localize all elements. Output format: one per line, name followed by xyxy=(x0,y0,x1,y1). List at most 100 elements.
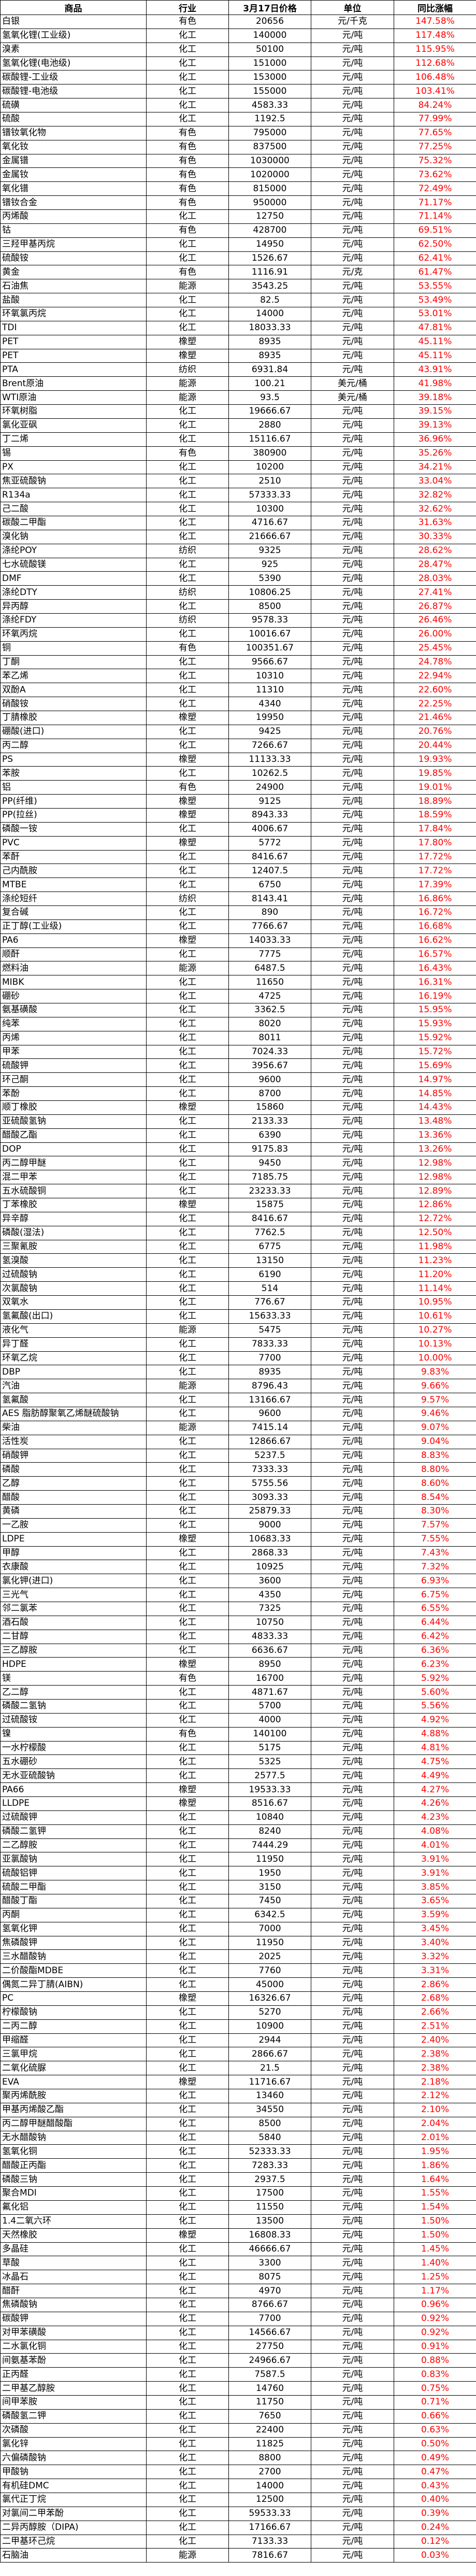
cell-price: 9425 xyxy=(228,724,311,739)
cell-yoy-change: 10.13% xyxy=(394,1337,476,1352)
cell-industry: 化工 xyxy=(146,2367,229,2382)
table-row: 六偏磷酸钠 化工 8800 元/吨 0.49% xyxy=(0,2451,476,2466)
cell-commodity: 五水硼砂 xyxy=(0,1754,147,1770)
cell-commodity: 碳酸二甲酯 xyxy=(0,515,147,530)
cell-price: 11750 xyxy=(228,2395,311,2410)
cell-commodity: 丁苯橡胶 xyxy=(0,1198,147,1212)
cell-industry: 有色 xyxy=(146,780,229,795)
cell-unit: 元/吨 xyxy=(311,947,394,962)
cell-price: 950000 xyxy=(228,195,311,210)
cell-yoy-change: 115.95% xyxy=(394,42,476,57)
cell-commodity: 醋酸丁酯 xyxy=(0,1894,147,1908)
cell-price: 2510 xyxy=(228,474,311,489)
cell-yoy-change: 31.63% xyxy=(394,515,476,530)
cell-industry: 化工 xyxy=(146,1253,229,1268)
cell-industry: 化工 xyxy=(146,2506,229,2521)
cell-yoy-change: 7.32% xyxy=(394,1560,476,1575)
cell-commodity: 三水醋酸钠 xyxy=(0,1949,147,1964)
cell-yoy-change: 53.01% xyxy=(394,307,476,321)
cell-industry: 能源 xyxy=(146,1323,229,1338)
cell-unit: 元/吨 xyxy=(311,836,394,851)
cell-unit: 元/吨 xyxy=(311,1699,394,1714)
cell-commodity: 间氨基苯酚 xyxy=(0,2353,147,2368)
table-row: 衣康酸 化工 10925 元/吨 7.32% xyxy=(0,1560,476,1575)
cell-commodity: 过硫酸铵 xyxy=(0,1712,147,1728)
cell-unit: 元/吨 xyxy=(311,543,394,558)
cell-industry: 橡塑 xyxy=(146,1100,229,1115)
cell-industry: 化工 xyxy=(146,1434,229,1449)
cell-yoy-change: 6.55% xyxy=(394,1601,476,1616)
cell-commodity: 焦磷酸钠 xyxy=(0,2297,147,2312)
cell-price: 5270 xyxy=(228,2005,311,2020)
cell-yoy-change: 1.54% xyxy=(394,2200,476,2215)
cell-industry: 化工 xyxy=(146,571,229,586)
cell-yoy-change: 11.98% xyxy=(394,1239,476,1254)
table-row: 对甲苯磺酸 化工 14566.67 元/吨 0.92% xyxy=(0,2325,476,2340)
cell-price: 7333.33 xyxy=(228,1462,311,1477)
table-row: LLDPE 橡塑 8516.67 元/吨 4.26% xyxy=(0,1796,476,1811)
cell-yoy-change: 12.72% xyxy=(394,1211,476,1226)
cell-industry: 化工 xyxy=(146,1810,229,1825)
cell-price: 7283.33 xyxy=(228,2158,311,2173)
cell-industry: 化工 xyxy=(146,822,229,837)
cell-price: 1950 xyxy=(228,1866,311,1881)
cell-yoy-change: 21.46% xyxy=(394,710,476,725)
table-row: 磷酸(湿法) 化工 7762.5 元/吨 12.50% xyxy=(0,1225,476,1240)
cell-commodity: HDPE xyxy=(0,1657,147,1672)
table-row: 三光气 化工 4350 元/吨 6.75% xyxy=(0,1588,476,1602)
cell-unit: 元/吨 xyxy=(311,1434,394,1449)
cell-commodity: PVC xyxy=(0,836,147,851)
cell-yoy-change: 4.49% xyxy=(394,1768,476,1784)
cell-unit: 元/吨 xyxy=(311,307,394,321)
cell-industry: 纺织 xyxy=(146,613,229,628)
cell-price: 11310 xyxy=(228,683,311,698)
cell-price: 6342.5 xyxy=(228,1907,311,1922)
cell-yoy-change: 12.98% xyxy=(394,1156,476,1171)
cell-yoy-change: 4.27% xyxy=(394,1782,476,1797)
cell-yoy-change: 4.26% xyxy=(394,1796,476,1811)
cell-yoy-change: 47.81% xyxy=(394,320,476,335)
table-row: 苯酐 化工 8416.67 元/吨 17.72% xyxy=(0,850,476,865)
cell-price: 12866.67 xyxy=(228,1434,311,1449)
cell-price: 6487.5 xyxy=(228,961,311,976)
cell-yoy-change: 3.40% xyxy=(394,1935,476,1950)
table-row: 氢氟酸 化工 13166.67 元/吨 9.57% xyxy=(0,1393,476,1407)
cell-industry: 化工 xyxy=(146,112,229,126)
cell-unit: 元/吨 xyxy=(311,1949,394,1964)
cell-industry: 化工 xyxy=(146,2270,229,2285)
cell-industry: 化工 xyxy=(146,627,229,642)
cell-commodity: 白银 xyxy=(0,15,147,29)
cell-price: 7760 xyxy=(228,1963,311,1978)
cell-unit: 元/吨 xyxy=(311,766,394,781)
cell-yoy-change: 0.49% xyxy=(394,2451,476,2466)
cell-yoy-change: 1.50% xyxy=(394,2228,476,2243)
cell-industry: 橡塑 xyxy=(146,1198,229,1212)
cell-unit: 元/吨 xyxy=(311,1156,394,1171)
cell-yoy-change: 62.41% xyxy=(394,251,476,266)
cell-industry: 化工 xyxy=(146,2492,229,2507)
table-row: 丙二醇 化工 7266.67 元/吨 20.44% xyxy=(0,738,476,753)
cell-industry: 化工 xyxy=(146,515,229,530)
cell-price: 7450 xyxy=(228,1894,311,1908)
table-row: PP(拉丝) 橡塑 8943.33 元/吨 18.59% xyxy=(0,808,476,823)
table-row: EVA 橡塑 11716.67 元/吨 2.18% xyxy=(0,2075,476,2090)
cell-unit: 元/吨 xyxy=(311,2395,394,2410)
cell-yoy-change: 6.42% xyxy=(394,1629,476,1644)
cell-unit: 元/吨 xyxy=(311,1267,394,1282)
cell-yoy-change: 69.51% xyxy=(394,223,476,238)
cell-commodity: 硫酸二甲酯 xyxy=(0,1880,147,1895)
cell-unit: 元/吨 xyxy=(311,1754,394,1770)
table-row: PS 橡塑 11133.33 元/吨 19.93% xyxy=(0,752,476,767)
cell-industry: 化工 xyxy=(146,905,229,920)
table-row: 次氯酸钠 化工 514 元/吨 11.14% xyxy=(0,1281,476,1296)
cell-industry: 能源 xyxy=(146,1379,229,1394)
cell-yoy-change: 15.92% xyxy=(394,1030,476,1045)
cell-commodity: 三光气 xyxy=(0,1588,147,1602)
table-row: 三水醋酸钠 化工 2025 元/吨 3.32% xyxy=(0,1949,476,1964)
cell-industry: 化工 xyxy=(146,502,229,516)
cell-yoy-change: 0.12% xyxy=(394,2534,476,2549)
cell-unit: 美元/桶 xyxy=(311,376,394,391)
cell-price: 8935 xyxy=(228,1365,311,1380)
cell-yoy-change: 0.50% xyxy=(394,2437,476,2452)
cell-price: 14000 xyxy=(228,2479,311,2493)
